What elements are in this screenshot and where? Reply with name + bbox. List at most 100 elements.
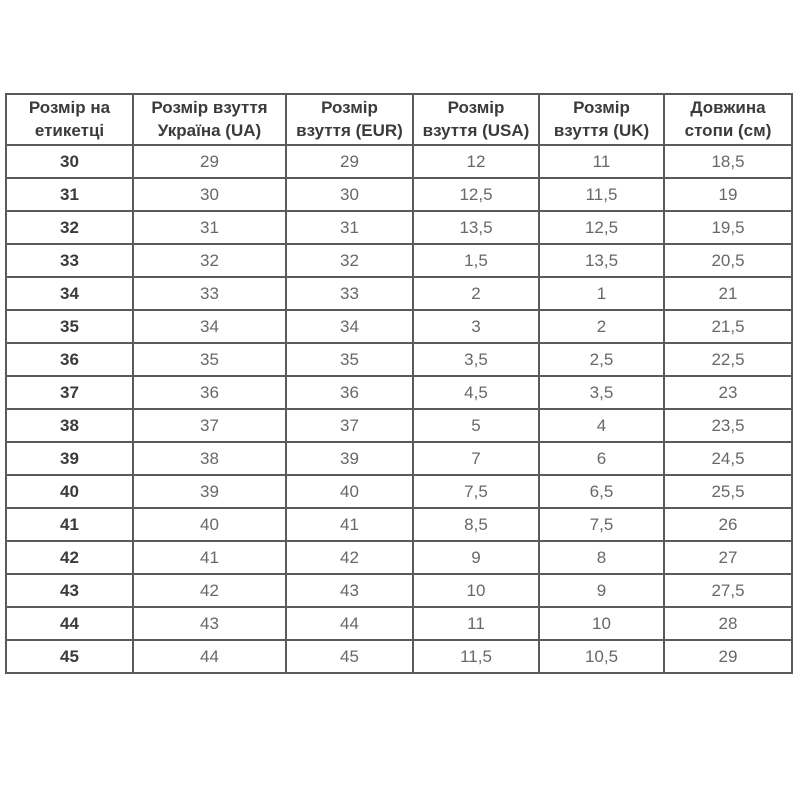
table-cell: 9 bbox=[538, 573, 665, 608]
label-size-cell: 30 bbox=[5, 144, 134, 179]
table-cell: 6 bbox=[538, 441, 665, 476]
table-cell: 32 bbox=[285, 243, 414, 278]
table-cell: 21,5 bbox=[663, 309, 793, 344]
table-cell: 28 bbox=[663, 606, 793, 641]
label-size-cell: 35 bbox=[5, 309, 134, 344]
label-size-cell: 34 bbox=[5, 276, 134, 311]
table-cell: 11 bbox=[412, 606, 540, 641]
table-row: 32 31 31 13,5 12,5 19,5 bbox=[5, 210, 793, 245]
table-cell: 10 bbox=[412, 573, 540, 608]
table-cell: 38 bbox=[132, 441, 287, 476]
table-cell: 42 bbox=[285, 540, 414, 575]
table-cell: 1,5 bbox=[412, 243, 540, 278]
table-cell: 2 bbox=[412, 276, 540, 311]
table-cell: 11 bbox=[538, 144, 665, 179]
table-cell: 12 bbox=[412, 144, 540, 179]
table-cell: 33 bbox=[132, 276, 287, 311]
label-size-cell: 43 bbox=[5, 573, 134, 608]
table-row: 44 43 44 11 10 28 bbox=[5, 606, 793, 641]
table-cell: 4,5 bbox=[412, 375, 540, 410]
label-size-cell: 44 bbox=[5, 606, 134, 641]
label-size-cell: 40 bbox=[5, 474, 134, 509]
table-cell: 19 bbox=[663, 177, 793, 212]
table-cell: 29 bbox=[285, 144, 414, 179]
table-cell: 44 bbox=[132, 639, 287, 674]
table-cell: 3 bbox=[412, 309, 540, 344]
table-cell: 4 bbox=[538, 408, 665, 443]
table-cell: 35 bbox=[285, 342, 414, 377]
table-row: 38 37 37 5 4 23,5 bbox=[5, 408, 793, 443]
table-cell: 7,5 bbox=[538, 507, 665, 542]
table-cell: 41 bbox=[132, 540, 287, 575]
table-cell: 40 bbox=[285, 474, 414, 509]
table-cell: 29 bbox=[132, 144, 287, 179]
label-size-cell: 39 bbox=[5, 441, 134, 476]
table-row: 36 35 35 3,5 2,5 22,5 bbox=[5, 342, 793, 377]
table-cell: 32 bbox=[132, 243, 287, 278]
table-cell: 24,5 bbox=[663, 441, 793, 476]
table-cell: 7,5 bbox=[412, 474, 540, 509]
table-row: 40 39 40 7,5 6,5 25,5 bbox=[5, 474, 793, 509]
table-cell: 39 bbox=[132, 474, 287, 509]
column-header: Розмір на етикетці bbox=[5, 93, 134, 146]
table-cell: 44 bbox=[285, 606, 414, 641]
table-cell: 3,5 bbox=[538, 375, 665, 410]
table-cell: 2,5 bbox=[538, 342, 665, 377]
table-row: 45 44 45 11,5 10,5 29 bbox=[5, 639, 793, 674]
table-cell: 12,5 bbox=[538, 210, 665, 245]
size-conversion-table: Розмір на етикетці Розмір взуття Україна … bbox=[5, 93, 793, 674]
column-header: Довжина стопи (см) bbox=[663, 93, 793, 146]
table-cell: 27 bbox=[663, 540, 793, 575]
table-row: 35 34 34 3 2 21,5 bbox=[5, 309, 793, 344]
table-cell: 42 bbox=[132, 573, 287, 608]
column-header: Розмір взуття (UK) bbox=[538, 93, 665, 146]
label-size-cell: 36 bbox=[5, 342, 134, 377]
table-cell: 26 bbox=[663, 507, 793, 542]
table-cell: 41 bbox=[285, 507, 414, 542]
table-cell: 20,5 bbox=[663, 243, 793, 278]
table-cell: 43 bbox=[285, 573, 414, 608]
label-size-cell: 31 bbox=[5, 177, 134, 212]
table-cell: 30 bbox=[132, 177, 287, 212]
table-cell: 23,5 bbox=[663, 408, 793, 443]
size-chart-container: Розмір на етикетці Розмір взуття Україна … bbox=[5, 93, 793, 674]
table-cell: 2 bbox=[538, 309, 665, 344]
label-size-cell: 41 bbox=[5, 507, 134, 542]
table-cell: 31 bbox=[285, 210, 414, 245]
table-cell: 10 bbox=[538, 606, 665, 641]
table-cell: 7 bbox=[412, 441, 540, 476]
label-size-cell: 38 bbox=[5, 408, 134, 443]
table-cell: 37 bbox=[285, 408, 414, 443]
label-size-cell: 42 bbox=[5, 540, 134, 575]
table-cell: 29 bbox=[663, 639, 793, 674]
table-cell: 12,5 bbox=[412, 177, 540, 212]
table-cell: 43 bbox=[132, 606, 287, 641]
table-cell: 11,5 bbox=[412, 639, 540, 674]
table-cell: 40 bbox=[132, 507, 287, 542]
table-cell: 23 bbox=[663, 375, 793, 410]
table-cell: 45 bbox=[285, 639, 414, 674]
table-cell: 39 bbox=[285, 441, 414, 476]
table-cell: 36 bbox=[132, 375, 287, 410]
table-cell: 27,5 bbox=[663, 573, 793, 608]
table-cell: 13,5 bbox=[538, 243, 665, 278]
table-cell: 8 bbox=[538, 540, 665, 575]
table-cell: 13,5 bbox=[412, 210, 540, 245]
table-cell: 30 bbox=[285, 177, 414, 212]
table-row: 39 38 39 7 6 24,5 bbox=[5, 441, 793, 476]
table-cell: 3,5 bbox=[412, 342, 540, 377]
table-cell: 37 bbox=[132, 408, 287, 443]
table-cell: 10,5 bbox=[538, 639, 665, 674]
table-cell: 36 bbox=[285, 375, 414, 410]
column-header: Розмір взуття Україна (UA) bbox=[132, 93, 287, 146]
table-body: 30 29 29 12 11 18,5 31 30 30 12,5 11,5 19 32 31 31 13,5… bbox=[5, 144, 793, 674]
table-cell: 34 bbox=[132, 309, 287, 344]
header-row: Розмір на етикетці Розмір взуття Україна … bbox=[5, 93, 793, 146]
table-cell: 21 bbox=[663, 276, 793, 311]
table-row: 42 41 42 9 8 27 bbox=[5, 540, 793, 575]
label-size-cell: 32 bbox=[5, 210, 134, 245]
table-row: 41 40 41 8,5 7,5 26 bbox=[5, 507, 793, 542]
label-size-cell: 37 bbox=[5, 375, 134, 410]
column-header: Розмір взуття (EUR) bbox=[285, 93, 414, 146]
label-size-cell: 33 bbox=[5, 243, 134, 278]
